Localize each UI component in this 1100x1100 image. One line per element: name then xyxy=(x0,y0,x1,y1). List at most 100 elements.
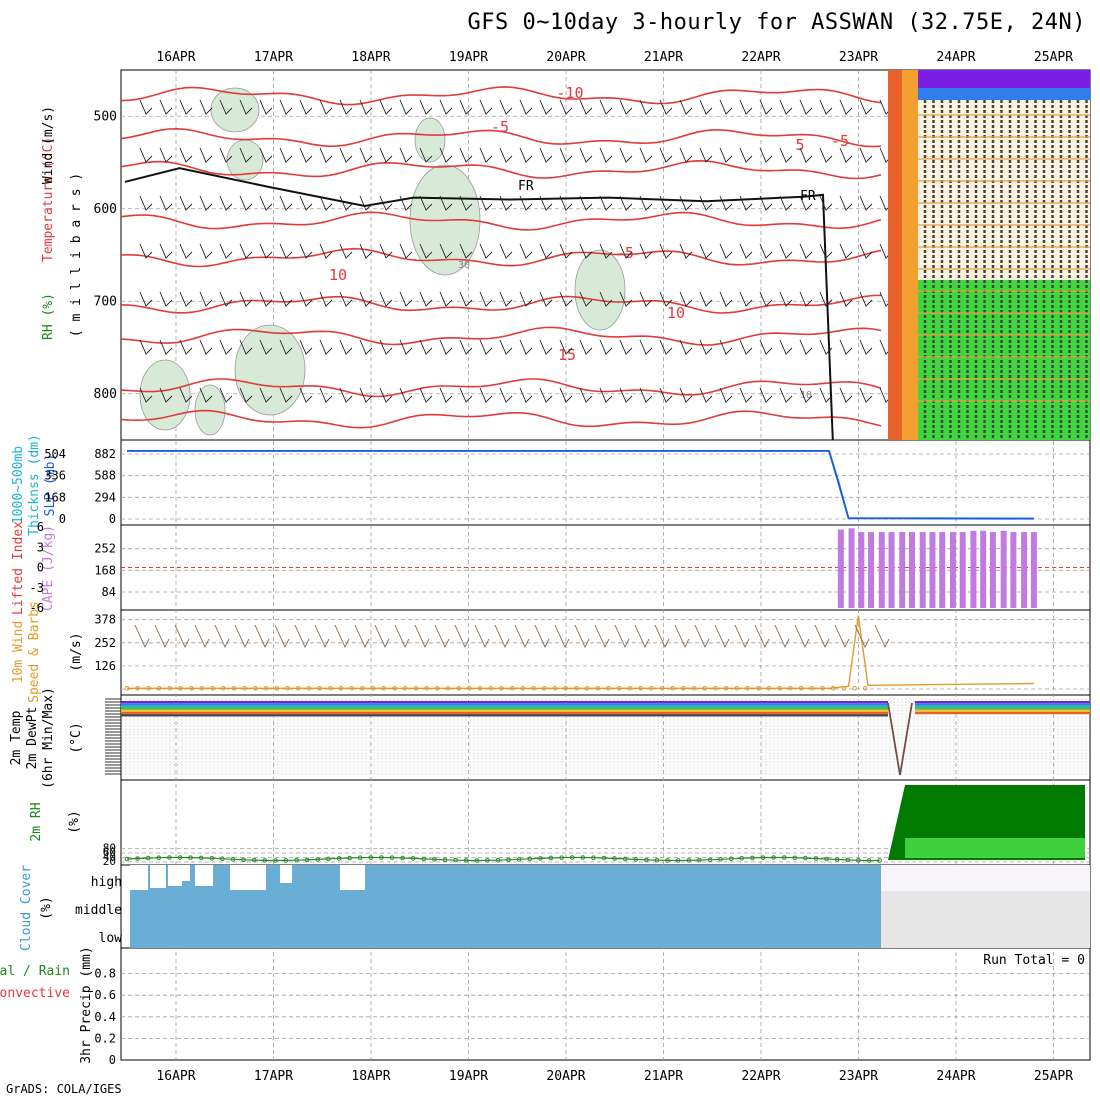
wind-barb xyxy=(819,387,833,403)
wind-speed-point xyxy=(328,685,333,691)
wind-barb xyxy=(399,387,413,403)
temperature-label-4: 10 xyxy=(329,266,347,284)
wind-barb xyxy=(179,243,193,259)
wind-barb xyxy=(259,387,273,403)
temp-band-right-0 xyxy=(915,701,1090,704)
cape-bar-1 xyxy=(848,528,855,608)
temp-band-right-5 xyxy=(915,712,1090,715)
wind-barb xyxy=(439,195,453,211)
wind-barb xyxy=(759,195,773,211)
wind-barb xyxy=(419,339,433,355)
wind-barb xyxy=(359,147,373,163)
wind-barb xyxy=(559,147,573,163)
wind-speed-point xyxy=(253,685,258,691)
temp-band-6 xyxy=(121,714,888,717)
wind-barb xyxy=(239,195,253,211)
panel4-label-b: Speed & Barbs xyxy=(27,601,42,703)
wind-barb xyxy=(599,339,613,355)
wind-speed-point xyxy=(745,685,750,691)
wind-barb xyxy=(419,387,433,403)
wind-barb xyxy=(299,147,313,163)
wind-speed-point xyxy=(146,685,151,691)
wind-barb xyxy=(339,339,353,355)
wind-barb xyxy=(599,291,613,307)
panel3-li-label: Lifted Index xyxy=(11,521,26,615)
cloud-gap-4 xyxy=(195,865,213,886)
wind-barb xyxy=(379,147,393,163)
wind-speed-point xyxy=(338,685,344,691)
wind-barb xyxy=(479,387,493,403)
wind-barb xyxy=(279,195,293,211)
wind-barb xyxy=(419,99,433,115)
wind-barb-10m xyxy=(234,624,250,649)
wind-barb xyxy=(719,243,733,259)
wind-speed-point xyxy=(520,685,526,691)
wind-barb xyxy=(699,387,713,403)
wind-barb xyxy=(359,387,373,403)
wind-barb xyxy=(779,147,793,163)
wind-barb xyxy=(279,147,293,163)
wind-barb xyxy=(759,99,773,115)
wind-barb xyxy=(359,291,373,307)
wind-barb-10m xyxy=(854,624,870,649)
wind-speed-point xyxy=(499,685,504,691)
wind-speed-point xyxy=(777,685,783,691)
wind-barb xyxy=(219,243,233,259)
wind-barb xyxy=(459,99,473,115)
wind-barb xyxy=(619,195,633,211)
temperature-label-2: -5 xyxy=(831,132,849,150)
wind-barb xyxy=(699,99,713,115)
temp-band-2 xyxy=(121,705,888,708)
wind-barb xyxy=(379,195,393,211)
wind-barb-10m xyxy=(834,624,850,649)
panel-frame-8 xyxy=(120,947,1091,1061)
wind-speed-line xyxy=(127,615,1034,689)
precip-tick-0: 0 xyxy=(109,1053,116,1067)
panel5-label-d: (°C) xyxy=(69,722,84,753)
wind-barb xyxy=(759,147,773,163)
wind-barb-10m xyxy=(554,624,570,649)
wind-barb xyxy=(379,387,393,403)
wind-barb xyxy=(459,339,473,355)
wind-speed-point xyxy=(285,685,290,691)
temp-band-right-4 xyxy=(915,709,1090,712)
wind-barb xyxy=(299,291,313,307)
wind-barb xyxy=(399,195,413,211)
li-tick-3: 3 xyxy=(37,540,44,554)
panel5-label-b: 2m DewPt xyxy=(25,707,40,770)
rh-shading-3 xyxy=(414,117,446,163)
wind-barb xyxy=(499,339,513,355)
wind-barb xyxy=(159,387,173,403)
cloud-gap-3 xyxy=(180,865,190,881)
wind-barb-10m xyxy=(194,624,210,649)
wind-speed-point xyxy=(542,685,547,691)
wind-barb xyxy=(759,387,773,403)
wind-barb xyxy=(839,387,853,403)
wind-speed-point xyxy=(435,685,440,691)
wind-speed-point xyxy=(467,685,472,691)
wind-barb xyxy=(479,339,493,355)
wind-barb xyxy=(779,195,793,211)
wind-barb xyxy=(819,339,833,355)
wind-barb xyxy=(339,195,353,211)
temp-band-right-3 xyxy=(915,707,1090,710)
rh2m-tick-40: 40 xyxy=(103,851,116,864)
temp-band-right-1 xyxy=(915,703,1090,706)
wind-barb xyxy=(639,291,653,307)
panel6-label-a: 2m RH xyxy=(29,802,44,841)
wind-barb xyxy=(779,243,793,259)
wind-speed-point xyxy=(713,685,718,691)
wind-barb xyxy=(679,99,693,115)
wind-speed-point xyxy=(413,685,419,691)
panel7-label-b: (%) xyxy=(39,896,54,919)
wind-barb xyxy=(559,99,573,115)
wind-barb xyxy=(579,291,593,307)
wind-barb xyxy=(659,99,673,115)
wind-barb-10m xyxy=(794,624,810,649)
wind-barb xyxy=(419,195,433,211)
wind-barb xyxy=(479,243,493,259)
cape-bar-14 xyxy=(980,530,987,608)
date-label-top-19APR: 19APR xyxy=(449,50,488,65)
wind-barb xyxy=(599,147,613,163)
